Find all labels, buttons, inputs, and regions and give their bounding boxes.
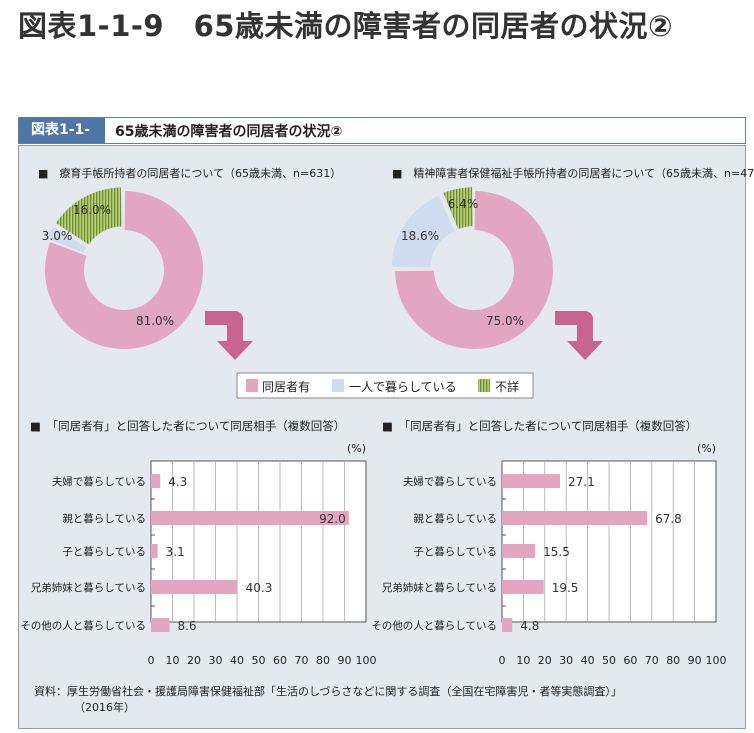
x-tick-label: 100 xyxy=(356,654,377,667)
legend-swatch xyxy=(246,379,258,392)
x-tick-label: 90 xyxy=(688,654,702,667)
bar xyxy=(151,618,170,632)
donut-slice xyxy=(44,191,204,349)
category-label: 親と暮らしている xyxy=(413,512,497,525)
bar-chart-title: ■ 「同居者有」と回答した者について同居相手（複数回答） xyxy=(30,419,345,433)
bar-value-label: 8.6 xyxy=(177,619,196,633)
legend-label: 一人で暮らしている xyxy=(349,380,457,394)
bar xyxy=(151,511,349,525)
donut-slice xyxy=(56,187,122,245)
page-title: 図表1-1-9 65歳未満の障害者の同居者の状況② xyxy=(18,9,674,43)
bar-value-label: 3.1 xyxy=(166,545,185,559)
category-label: 兄弟姉妹と暮らしている xyxy=(382,581,497,594)
category-label: 夫婦で暮らしている xyxy=(403,475,497,488)
category-label: 夫婦で暮らしている xyxy=(52,475,146,488)
unit-label: (%) xyxy=(347,442,366,455)
down-arrow-icon xyxy=(555,311,603,360)
x-tick-label: 20 xyxy=(538,654,552,667)
bar xyxy=(502,474,560,488)
slice-label: 81.0% xyxy=(136,314,174,328)
donut-title: ■ 療育手帳所持者の同居者について（65歳未満、n=631） xyxy=(38,166,341,180)
bar xyxy=(502,544,536,558)
bar-value-label: 27.1 xyxy=(568,475,595,489)
bar-value-label: 4.8 xyxy=(520,619,539,633)
x-tick-label: 0 xyxy=(499,654,506,667)
bar-value-label: 40.3 xyxy=(246,581,273,595)
x-tick-label: 10 xyxy=(166,654,180,667)
source-note: 資料：厚生労働省社会・援護局障害保健福祉部「生活のしづらさなどに関する調査（全国… xyxy=(34,684,622,698)
x-tick-label: 80 xyxy=(316,654,330,667)
bar xyxy=(502,618,513,632)
x-tick-label: 30 xyxy=(209,654,223,667)
figure-header: 図表1-1-9 65歳未満の障害者の同居者の状況② xyxy=(18,117,746,163)
chart-panel xyxy=(18,145,746,729)
bar-value-label: 15.5 xyxy=(543,545,570,559)
x-tick-label: 90 xyxy=(338,654,352,667)
bar xyxy=(502,580,544,594)
x-tick-label: 20 xyxy=(187,654,201,667)
x-tick-label: 10 xyxy=(516,654,530,667)
x-tick-label: 70 xyxy=(295,654,309,667)
slice-label: 18.6% xyxy=(401,229,439,243)
slice-label: 16.0% xyxy=(73,203,111,217)
donut-slice xyxy=(443,187,473,230)
legend-swatch xyxy=(478,379,490,392)
x-tick-label: 60 xyxy=(273,654,287,667)
x-tick-label: 50 xyxy=(602,654,616,667)
figure-title: 65歳未満の障害者の同居者の状況② xyxy=(115,123,343,140)
legend-label: 同居者有 xyxy=(262,380,310,394)
slice-label: 6.4% xyxy=(448,197,479,211)
bar xyxy=(151,544,158,558)
down-arrow-icon xyxy=(205,311,253,360)
bar xyxy=(502,511,648,525)
donut-slice xyxy=(395,191,553,349)
x-tick-label: 60 xyxy=(623,654,637,667)
category-label: その他の人と暮らしている xyxy=(20,619,146,632)
slice-label: 3.0% xyxy=(42,229,73,243)
category-label: 子と暮らしている xyxy=(62,545,146,558)
x-tick-label: 40 xyxy=(230,654,244,667)
x-tick-label: 80 xyxy=(666,654,680,667)
bar-value-label: 92.0 xyxy=(319,512,346,526)
slice-label: 75.0% xyxy=(486,314,524,328)
category-label: 兄弟姉妹と暮らしている xyxy=(31,581,146,594)
x-tick-label: 0 xyxy=(148,654,155,667)
unit-label: (%) xyxy=(697,442,716,455)
source-year: （2016年） xyxy=(74,700,135,714)
bar-value-label: 4.3 xyxy=(168,475,187,489)
x-tick-label: 30 xyxy=(559,654,573,667)
category-label: 子と暮らしている xyxy=(413,545,497,558)
category-label: 親と暮らしている xyxy=(62,512,146,525)
x-tick-label: 100 xyxy=(706,654,727,667)
bar-value-label: 19.5 xyxy=(552,581,579,595)
bar xyxy=(151,474,161,488)
x-tick-label: 50 xyxy=(252,654,266,667)
legend-swatch xyxy=(332,379,344,392)
legend-label: 不詳 xyxy=(495,379,519,394)
donut-slice xyxy=(391,195,455,268)
x-tick-label: 40 xyxy=(581,654,595,667)
donut-slice xyxy=(47,226,87,253)
bar-value-label: 67.8 xyxy=(655,512,682,526)
category-label: その他の人と暮らしている xyxy=(371,619,497,632)
bar xyxy=(151,580,238,594)
donut-title: ■ 精神障害者保健福祉手帳所持者の同居者について（65歳未満、n=472） xyxy=(392,166,754,180)
x-tick-label: 70 xyxy=(645,654,659,667)
bar-chart-title: ■ 「同居者有」と回答した者について同居相手（複数回答） xyxy=(382,419,697,433)
